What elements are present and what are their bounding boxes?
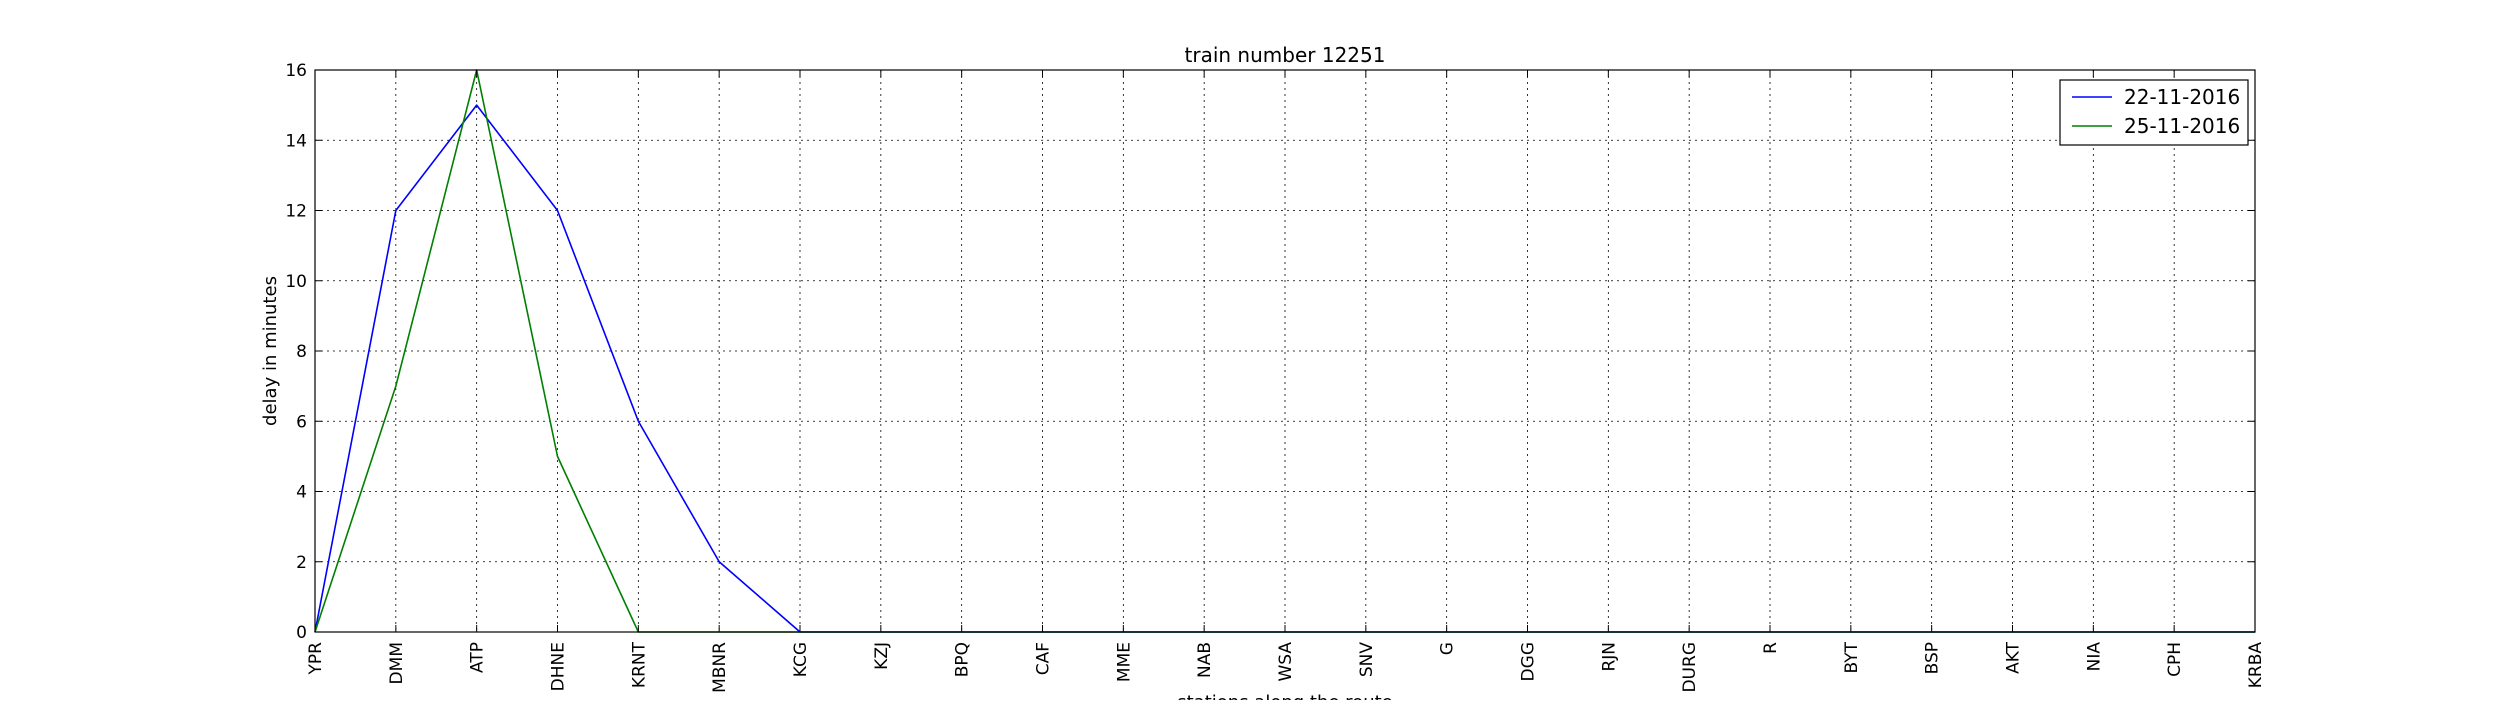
legend-label: 25-11-2016 (2124, 114, 2240, 138)
x-tick-label: DHNE (549, 642, 569, 691)
y-tick-label: 16 (285, 61, 307, 81)
chart-title: train number 12251 (1185, 43, 1386, 67)
x-tick-label: DMM (387, 642, 407, 684)
y-tick-label: 12 (285, 202, 307, 222)
x-axis-label: stations along the route (1177, 692, 1392, 700)
x-tick-label: NAB (1195, 642, 1215, 678)
y-tick-label: 8 (296, 342, 307, 362)
y-tick-label: 14 (285, 131, 307, 151)
grid (315, 70, 2255, 632)
y-axis: 0 2 4 6 8 10 12 14 16 (285, 61, 2255, 643)
x-tick-label: BSP (1923, 642, 1943, 674)
y-tick-label: 2 (296, 553, 307, 573)
legend-box (2059, 79, 2249, 146)
x-tick-label: NIA (2084, 642, 2104, 672)
x-tick-label: SNV (1357, 642, 1377, 678)
x-tick-label: AKT (2004, 641, 2024, 673)
x-tick-label: RJN (1599, 642, 1619, 672)
x-tick-label: DURG (1680, 642, 1700, 693)
x-axis: YPR DMM ATP DHNE KRNT MBNR KCG KZJ BPQ CAF MME NAB W… (306, 70, 2266, 693)
x-tick-label: KRNT (629, 641, 649, 688)
y-tick-label: 10 (285, 272, 307, 292)
x-tick-label: MBNR (710, 642, 730, 693)
y-tick-label: 6 (296, 412, 307, 432)
x-tick-label: DGG (1519, 642, 1539, 681)
x-tick-label: CPH (2165, 642, 2185, 677)
x-tick-label: WSA (1276, 642, 1296, 682)
x-tick-label: ATP (468, 642, 488, 673)
legend: 22-11-2016 25-11-2016 (2059, 79, 2249, 146)
x-tick-label: BYT (1842, 641, 1862, 673)
y-tick-label: 4 (296, 483, 307, 503)
x-tick-label: BPQ (953, 642, 973, 677)
x-tick-label: KZJ (872, 642, 892, 670)
x-tick-label: CAF (1034, 642, 1054, 675)
y-tick-label: 0 (296, 623, 307, 643)
y-axis-label: delay in minutes (260, 276, 281, 426)
x-tick-label: R (1761, 642, 1781, 654)
x-tick-label: KCG (791, 642, 811, 677)
x-tick-label: G (1438, 642, 1458, 655)
x-tick-label: KRBA (2246, 642, 2266, 689)
x-tick-label: MME (1114, 642, 1134, 682)
x-tick-label: YPR (306, 642, 326, 676)
legend-label: 22-11-2016 (2124, 85, 2240, 109)
